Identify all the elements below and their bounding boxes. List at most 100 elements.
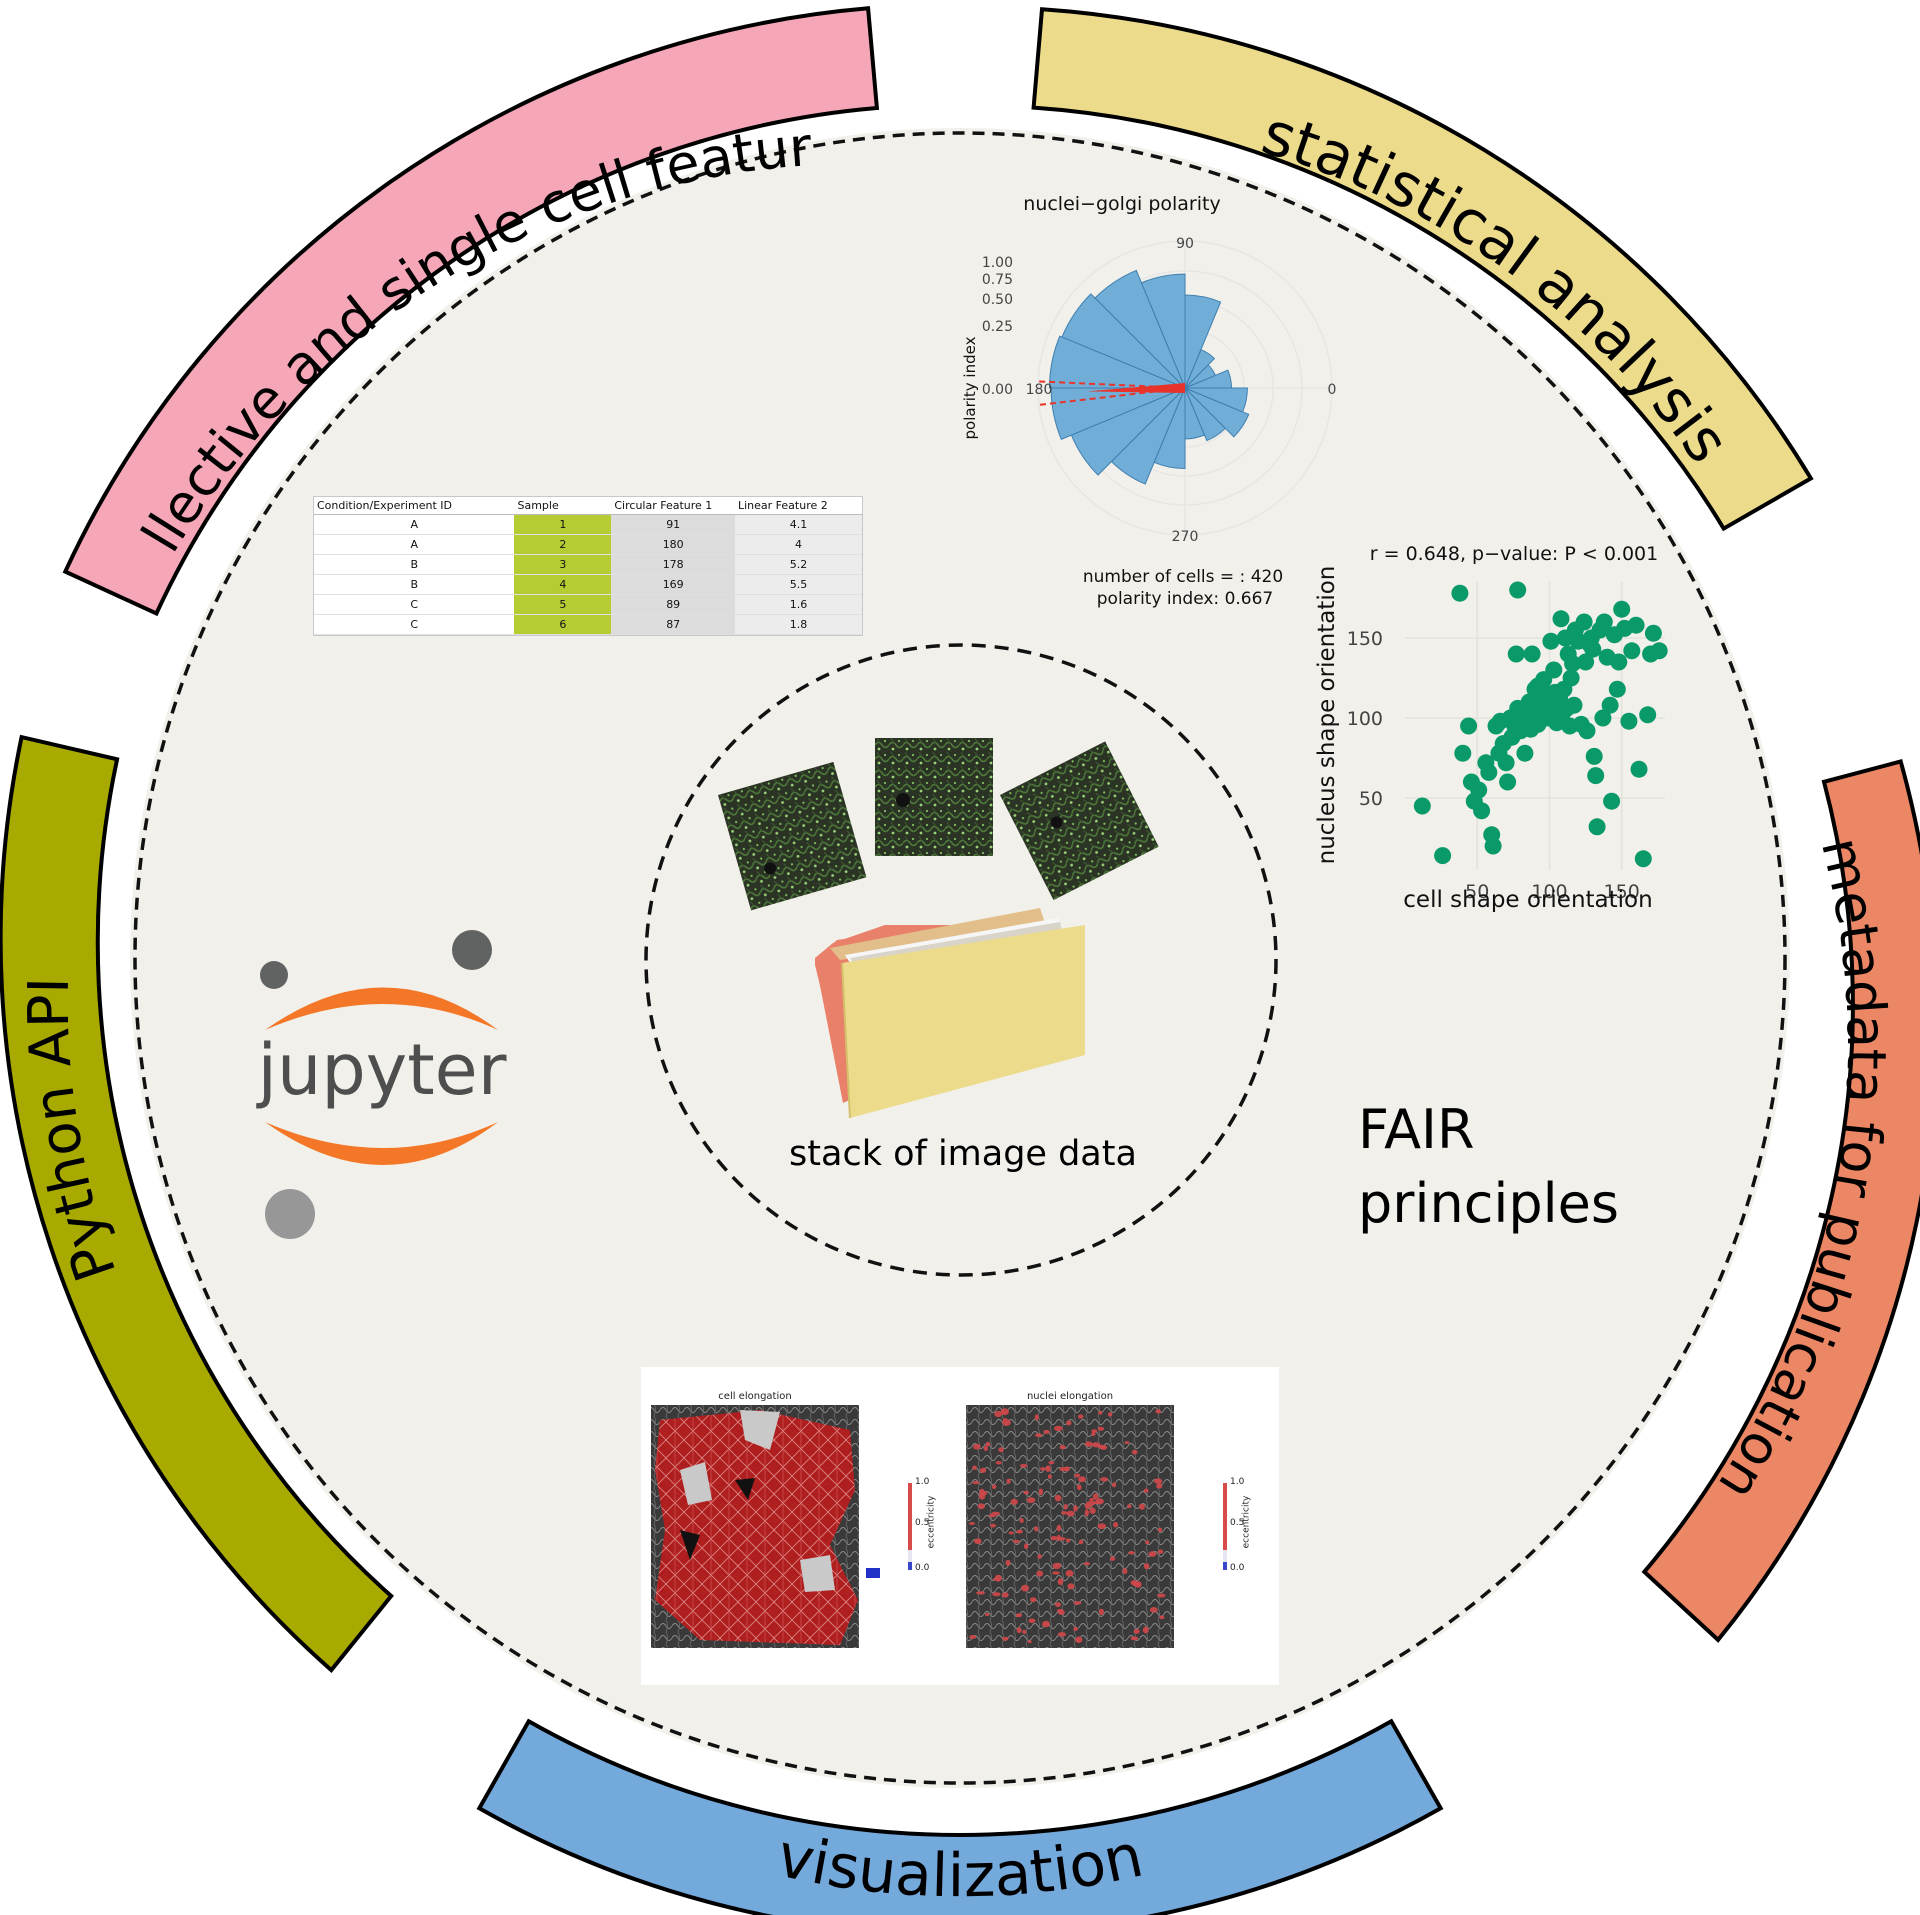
nucleus-mark [985,1442,991,1447]
nucleus-mark [1073,1505,1078,1512]
nucleus-mark [1157,1593,1166,1598]
scatter-point [1499,773,1517,791]
scatter-point [1434,847,1452,865]
polar-footer-index: polarity index: 0.667 [1097,589,1273,609]
nucleus-mark [1091,1442,1101,1448]
nucleus-mark [1010,1498,1018,1505]
table-cell: C [314,594,515,615]
nucleus-mark [974,1538,982,1545]
scatter-point [1509,581,1527,599]
table-cell: 3 [514,554,612,575]
nucleus-mark [1158,1527,1163,1533]
polar-rtick-050: 0.50 [982,292,1013,308]
nucleus-mark [1059,1467,1068,1472]
nucleus-mark [1048,1461,1055,1465]
nucleus-mark [1023,1490,1029,1495]
nucleus-mark [1059,1445,1066,1450]
arc-collective-features [62,6,880,617]
nucleus-mark [1028,1618,1036,1623]
polar-rtick-075: 0.75 [982,272,1013,288]
nucleus-mark [1142,1626,1149,1634]
nucleus-mark [1038,1488,1044,1496]
nucleus-mark [1008,1531,1014,1535]
scatter-point [1473,802,1491,820]
nucleus-mark [1097,1426,1105,1431]
nucleus-mark [1045,1465,1051,1472]
scatter-ylabel: nucleus shape orientation [1314,566,1340,865]
table-cell: A [314,514,515,535]
nucleus-mark [1085,1441,1093,1447]
scatter-point [1562,669,1580,687]
nucleus-mark [1015,1613,1022,1618]
scatter-point [1460,717,1478,735]
scatter-point [1623,642,1641,660]
scatter-chart: r = 0.648, p−value: P < 0.001 50 100 15050… [1314,543,1668,913]
nucleus-mark [994,1410,1003,1418]
nucleus-mark [1020,1584,1030,1592]
scatter-point [1545,661,1563,679]
table-cell: 1 [514,514,612,535]
polar-bars [1048,269,1250,485]
table-cell: 5 [514,594,612,615]
nucleus-mark [992,1592,1001,1597]
table-cell: 169 [611,574,735,595]
nucleus-mark [979,1488,985,1496]
scatter-point [1564,655,1582,673]
nucleus-mark [1159,1615,1165,1620]
polar-angle-0: 0 [1328,382,1337,398]
table-header-circular: Circular Feature 1 [611,497,735,515]
nucleus-mark [1084,1509,1090,1517]
scatter-points [1413,581,1668,868]
nucleus-mark [1054,1602,1062,1608]
nucleus-mark [988,1514,997,1518]
nucleus-mark [1050,1536,1058,1541]
nucleus-mark [1019,1463,1028,1468]
scatter-ytick: 150 [1347,628,1383,650]
nucleus-mark [1034,1526,1039,1532]
table-cell: A [314,534,515,555]
scatter-point [1588,818,1606,836]
nucleus-mark [976,1591,985,1595]
nucleus-mark [1155,1409,1161,1414]
jupyter-dot-medium [452,930,492,970]
nucleus-mark [1127,1504,1132,1509]
nucleus-mark [1052,1571,1060,1575]
scatter-xlabel: cell shape orientation [1403,887,1652,913]
table-cell: 4.1 [735,514,862,535]
nucleus-mark [1074,1473,1081,1478]
jupyter-arc-bottom [265,1122,498,1165]
folder-icon [815,908,1085,1119]
nucleus-mark [1143,1563,1150,1570]
nucleus-mark [1109,1556,1116,1561]
nucleus-mark [1012,1539,1020,1544]
table-cell: 178 [611,554,735,575]
nucleus-mark [1091,1429,1098,1433]
scatter-point [1650,642,1668,660]
nucleus-mark [1107,1412,1113,1417]
fair-title: FAIR [1358,1098,1475,1161]
table-cell: 5.2 [735,554,862,575]
scatter-point [1613,600,1631,618]
scatter-point [1630,760,1648,778]
nucleus-mark [1053,1425,1063,1431]
nucleus-mark [1133,1628,1140,1634]
nucleus-mark [977,1503,985,1509]
nucleus-mark [1030,1597,1037,1603]
elongation-figure-graphics [641,1367,1279,1685]
table-cell: 1.8 [735,614,862,635]
scatter-point [1601,696,1619,714]
nucleus-mark [1001,1592,1009,1598]
nucleus-mark [1043,1429,1050,1434]
nucleus-mark [1016,1627,1022,1634]
stack-label: stack of image data [789,1134,1137,1174]
nucleus-mark [1026,1497,1036,1504]
scatter-point [1542,632,1560,650]
scatter-point [1529,677,1547,695]
nucleus-mark [1063,1503,1068,1510]
nucleus-mark [991,1484,997,1490]
table-header-condition: Condition/Experiment ID [314,497,515,515]
scatter-ytick: 50 [1359,788,1383,810]
scatter-point [1480,763,1498,781]
nucleus-mark [995,1461,1002,1465]
table-cell: 87 [611,614,735,635]
